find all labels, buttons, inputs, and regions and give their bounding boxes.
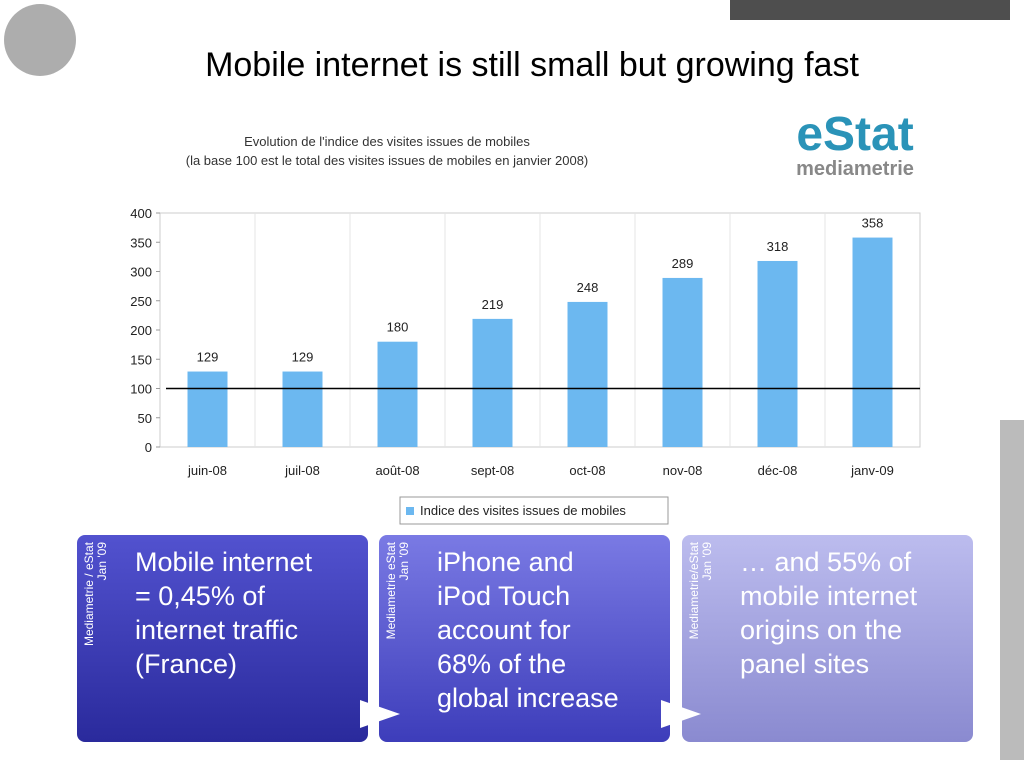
box-text: iPhone and bbox=[437, 547, 574, 577]
data-label: 318 bbox=[767, 239, 789, 254]
legend bbox=[399, 496, 669, 525]
data-label: 358 bbox=[862, 216, 884, 231]
box-text: 68% of the bbox=[437, 649, 566, 679]
data-label: 289 bbox=[672, 256, 694, 271]
bar bbox=[567, 301, 608, 447]
source-label: Jan '09 bbox=[95, 542, 109, 581]
y-tick-label: 100 bbox=[130, 382, 152, 397]
data-label: 129 bbox=[197, 350, 219, 365]
y-tick-label: 400 bbox=[130, 206, 152, 221]
logo: mediametrie bbox=[796, 158, 914, 180]
data-label: 129 bbox=[292, 350, 314, 365]
x-tick-label: nov-08 bbox=[663, 463, 703, 478]
source-label: Jan '09 bbox=[700, 542, 714, 581]
box-text: mobile internet bbox=[740, 581, 918, 611]
y-tick-label: 250 bbox=[130, 294, 152, 309]
info-box bbox=[682, 535, 973, 742]
arrow bbox=[360, 700, 400, 728]
data-label: 180 bbox=[387, 320, 409, 335]
box-text: origins on the bbox=[740, 615, 902, 645]
box-text: internet traffic bbox=[135, 615, 298, 645]
data-label: 219 bbox=[482, 297, 504, 312]
x-tick-label: juin-08 bbox=[187, 463, 227, 478]
source-label: Mediametrie / eStat bbox=[82, 541, 96, 646]
info-box bbox=[379, 535, 670, 742]
box-text: account for bbox=[437, 615, 571, 645]
info-box bbox=[77, 535, 368, 742]
y-tick-label: 0 bbox=[145, 440, 152, 455]
bar bbox=[662, 277, 703, 447]
box-text: Mobile internet bbox=[135, 547, 313, 577]
source-label: Jan '09 bbox=[397, 542, 411, 581]
decoration bbox=[730, 0, 1010, 20]
source-label: Mediametrie eStat bbox=[384, 541, 398, 639]
bar bbox=[852, 237, 893, 447]
legend-label: Indice des visites issues de mobiles bbox=[420, 503, 626, 518]
box-text: panel sites bbox=[740, 649, 869, 679]
decoration bbox=[1000, 420, 1024, 760]
y-tick-label: 350 bbox=[130, 235, 152, 250]
bar bbox=[757, 260, 798, 447]
bar bbox=[187, 371, 228, 447]
arrow bbox=[661, 700, 701, 728]
bar bbox=[282, 371, 323, 447]
y-tick-label: 50 bbox=[138, 411, 152, 426]
data-label: 248 bbox=[577, 280, 599, 295]
y-tick-label: 150 bbox=[130, 352, 152, 367]
x-tick-label: oct-08 bbox=[569, 463, 605, 478]
x-tick-label: sept-08 bbox=[471, 463, 514, 478]
x-tick-label: août-08 bbox=[375, 463, 419, 478]
legend-swatch bbox=[406, 507, 414, 515]
box-text: global increase bbox=[437, 683, 619, 713]
box-text: … and 55% of bbox=[740, 547, 912, 577]
bar bbox=[472, 318, 513, 447]
logo: eStat bbox=[796, 108, 913, 161]
bar bbox=[377, 341, 418, 447]
y-tick-label: 200 bbox=[130, 323, 152, 338]
chart-title: (la base 100 est le total des visites is… bbox=[186, 153, 589, 168]
box-text: (France) bbox=[135, 649, 237, 679]
chart-title: Evolution de l'indice des visites issues… bbox=[244, 134, 530, 149]
y-tick-label: 300 bbox=[130, 265, 152, 280]
decoration bbox=[4, 4, 76, 76]
x-tick-label: juil-08 bbox=[284, 463, 320, 478]
x-tick-label: déc-08 bbox=[758, 463, 798, 478]
slide-title: Mobile internet is still small but growi… bbox=[205, 46, 859, 84]
box-text: = 0,45% of bbox=[135, 581, 265, 611]
source-label: Mediametrie/eStat bbox=[687, 541, 701, 639]
box-text: iPod Touch bbox=[437, 581, 570, 611]
x-tick-label: janv-09 bbox=[850, 463, 894, 478]
